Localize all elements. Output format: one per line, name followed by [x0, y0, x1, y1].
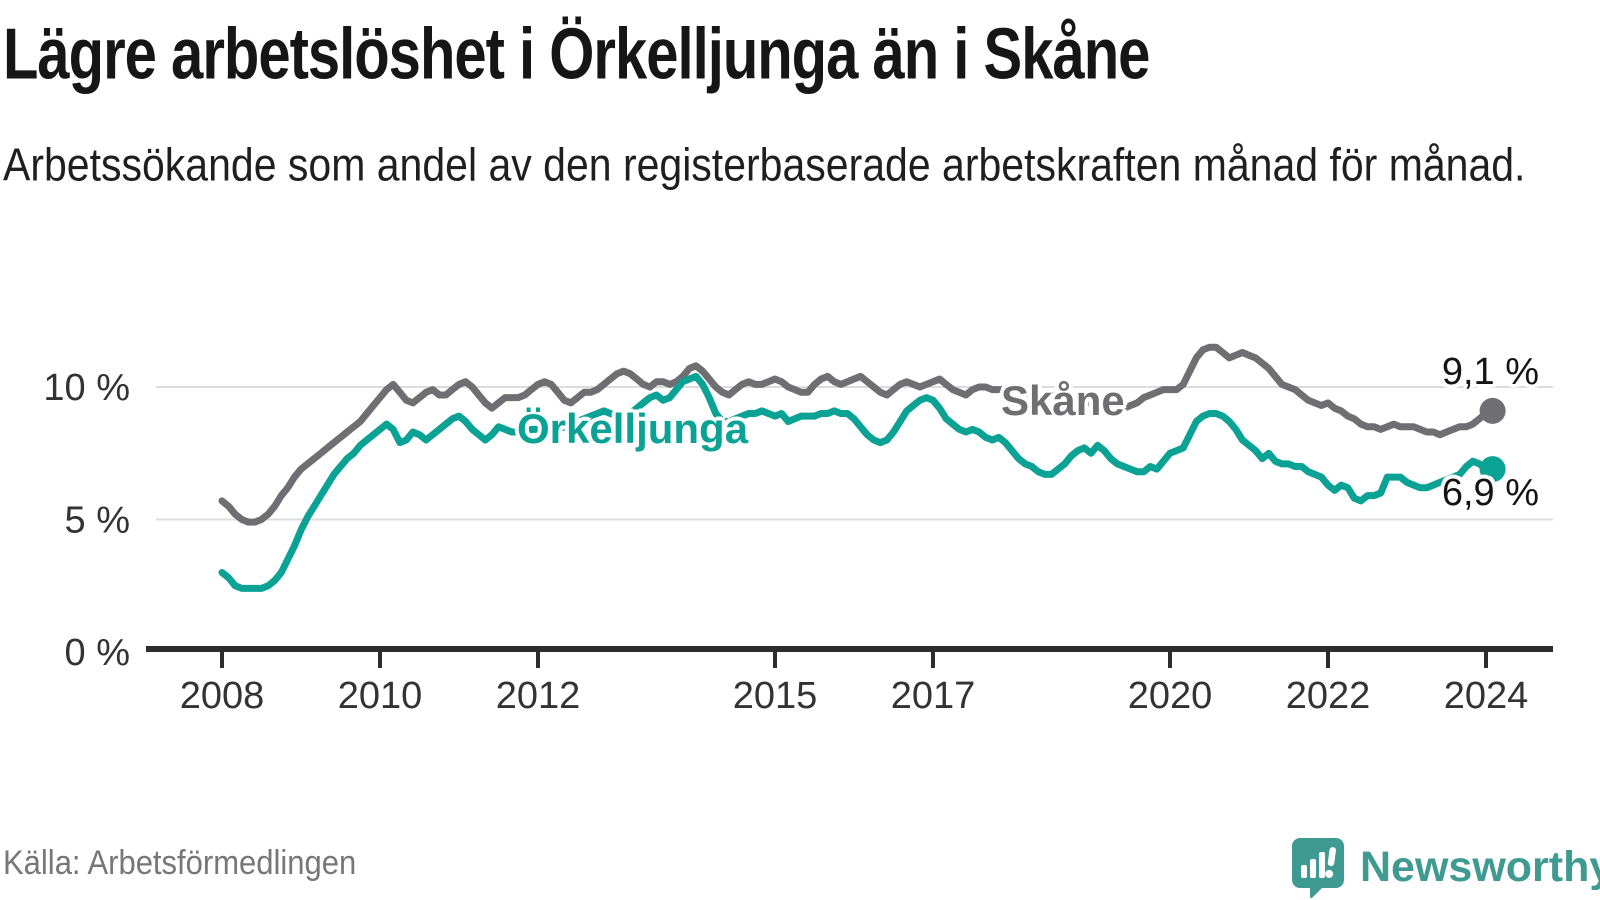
chart-subtitle: Arbetssökande som andel av den registerb… — [3, 139, 1526, 191]
series-label-orkelljunga: Örkelljunga — [517, 405, 749, 452]
x-tick-label: 2024 — [1444, 675, 1529, 717]
x-tick-label: 2015 — [733, 675, 818, 717]
y-tick-label: 10 % — [43, 367, 130, 409]
x-tick-label: 2012 — [496, 675, 581, 717]
source-note: Källa: Arbetsförmedlingen — [3, 843, 357, 882]
series-line-orkelljunga — [218, 372, 1497, 592]
y-tick-label: 5 % — [65, 500, 130, 542]
x-tick-label: 2022 — [1286, 675, 1371, 717]
x-tick-label: 2017 — [891, 675, 976, 717]
end-dot-orkelljunga — [1479, 456, 1506, 483]
series-line-skane — [218, 343, 1497, 526]
x-tick-label: 2020 — [1128, 675, 1213, 717]
x-tick-label: 2008 — [180, 675, 265, 717]
newsworthy-wordmark: Newsworthy — [1360, 842, 1600, 891]
y-tick-label: 0 % — [65, 632, 130, 674]
x-tick-label: 2010 — [338, 675, 423, 717]
end-value-label-skane: 9,1 % — [1441, 351, 1539, 393]
end-dot-skane — [1479, 397, 1506, 424]
newsworthy-logo: Newsworthy — [1288, 836, 1600, 898]
end-value-label-orkelljunga: 6,9 % — [1441, 472, 1539, 514]
series-label-skane: Skåne — [1001, 377, 1125, 424]
newsworthy-icon — [1292, 838, 1344, 898]
page-title: Lägre arbetslöshet i Örkelljunga än i Sk… — [3, 13, 1150, 95]
